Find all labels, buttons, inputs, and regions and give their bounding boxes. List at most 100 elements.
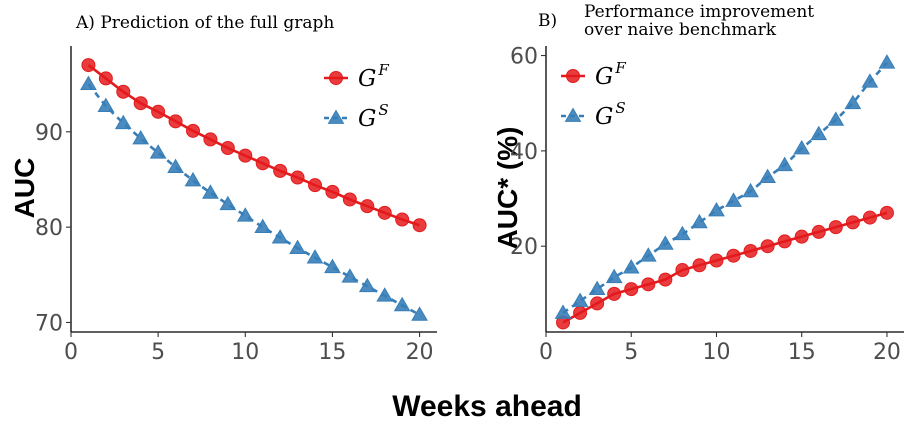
panel-b-title-line-2: over naive benchmark — [584, 20, 777, 40]
panel-b-data-point — [590, 296, 605, 311]
panel-a-legend-key-marker — [327, 109, 345, 124]
panel-b-data-point — [588, 280, 606, 295]
panel-b-data-point — [760, 239, 775, 254]
panel-b-data-point — [811, 224, 826, 239]
panel-a-data-point — [151, 104, 166, 119]
panel-b-data-point — [607, 286, 622, 301]
panel-b-data-point — [726, 248, 741, 263]
panel-b-data-point — [692, 258, 707, 273]
panel-a-data-point — [236, 207, 254, 222]
panel-b-data-point — [624, 282, 639, 297]
panel-b-data-point — [827, 111, 845, 126]
panel-b-x-tick-label: 15 — [788, 340, 816, 365]
panel-a-data-point — [116, 84, 131, 99]
panel-a-title: A) Prediction of the full graph — [75, 13, 334, 33]
panel-a-x-tick-label: 15 — [318, 340, 346, 365]
panel-a-series-s — [80, 75, 428, 321]
panel-a-x-tick-label: 0 — [64, 340, 78, 365]
panel-a-y-tick-label: 80 — [35, 216, 63, 241]
panel-a-series — [80, 58, 428, 321]
panel-a-data-point — [202, 184, 219, 199]
panel-a: A) Prediction of the full graph AUC 0 5 10… — [9, 13, 437, 365]
panel-a-legend-key-marker — [329, 71, 343, 85]
panel-a-data-point — [81, 58, 96, 73]
panel-b-data-point — [844, 94, 862, 110]
panel-a-data-point — [114, 114, 132, 130]
panel-a-data-point — [358, 277, 376, 293]
panel-a-data-point — [306, 249, 324, 264]
panel-b-series — [554, 54, 896, 330]
panel-b-legend-key-marker — [564, 107, 582, 122]
panel-a-y-tick-label: 90 — [35, 121, 63, 146]
panel-b-series-f — [556, 205, 894, 330]
panel-b-data-point — [759, 168, 776, 183]
panel-b-data-point — [641, 277, 656, 292]
panel-b-data-point — [708, 201, 725, 217]
panel-b-legend-key-marker — [566, 69, 580, 83]
panel-a-x-tick-label: 20 — [406, 340, 434, 365]
panel-a-data-point — [376, 287, 394, 302]
panel-b-data-point — [605, 268, 623, 284]
panel-b-y-tick-label: 40 — [510, 140, 538, 165]
panel-a-series-f — [81, 58, 427, 233]
panel-b-title-line-1: Performance improvement — [584, 2, 814, 22]
panel-a-data-point — [219, 195, 237, 211]
panel-a-axes: 0 5 10 15 20 70 80 90 — [35, 46, 437, 365]
panel-a-data-point — [80, 75, 97, 91]
panel-a-data-point — [167, 158, 184, 173]
panel-b-x-tick-label: 5 — [624, 340, 638, 365]
panel-a-data-point — [184, 171, 202, 187]
panel-a-data-point — [377, 205, 392, 220]
panel-a-data-point — [255, 156, 270, 171]
panel-a-data-point — [98, 71, 113, 86]
panel-a-legend: G F G S — [324, 61, 389, 132]
panel-a-data-point — [342, 192, 357, 207]
panel-b-title-marker: B) — [538, 11, 557, 31]
panel-b-data-point — [861, 73, 879, 88]
panel-a-data-point — [308, 178, 322, 193]
panel-a-data-point — [289, 239, 306, 255]
panel-b-data-point — [573, 305, 588, 320]
panel-a-x-tick-label: 10 — [231, 340, 259, 365]
panel-b-data-point — [674, 225, 691, 241]
panel-a-data-point — [168, 114, 183, 129]
panel-a-ylabel: AUC — [9, 158, 40, 219]
panel-a-data-point — [393, 296, 411, 312]
panel-b-data-point — [571, 292, 589, 307]
panel-b-data-point — [776, 156, 794, 172]
panel-a-data-point — [325, 184, 340, 199]
panel-b-data-point — [878, 54, 896, 69]
panel-a-data-point — [290, 170, 305, 185]
panel-a-data-point — [412, 218, 427, 233]
panel-a-data-point — [97, 97, 115, 112]
panel-b-data-point — [845, 215, 860, 230]
panel-a-x-tick-label: 5 — [151, 340, 165, 365]
panel-b-data-point — [777, 234, 792, 249]
panel-a-data-point — [360, 199, 375, 214]
panel-a-data-point — [149, 144, 167, 159]
panel-b-data-point — [742, 182, 759, 198]
panel-b-data-point — [554, 304, 572, 319]
panel-a-data-point — [273, 163, 288, 178]
panel-a-data-point — [254, 218, 272, 234]
panel-a-data-point — [220, 141, 235, 156]
panel-b-data-point — [725, 192, 742, 207]
panel-b-data-point — [622, 259, 640, 274]
panel-b-legend: G F G S — [561, 59, 626, 130]
panel-a-data-point — [203, 132, 218, 147]
panel-a-data-point — [186, 123, 200, 138]
panel-b-y-tick-label: 20 — [510, 235, 538, 260]
panel-b-data-point — [675, 263, 690, 278]
panel-a-data-point — [341, 268, 359, 283]
panel-b: B) Performance improvement over naive be… — [492, 2, 904, 365]
shared-xlabel: Weeks ahead — [392, 390, 582, 423]
panel-a-data-point — [271, 229, 289, 244]
panel-b-data-point — [709, 253, 724, 268]
panel-b-data-point — [656, 235, 674, 250]
